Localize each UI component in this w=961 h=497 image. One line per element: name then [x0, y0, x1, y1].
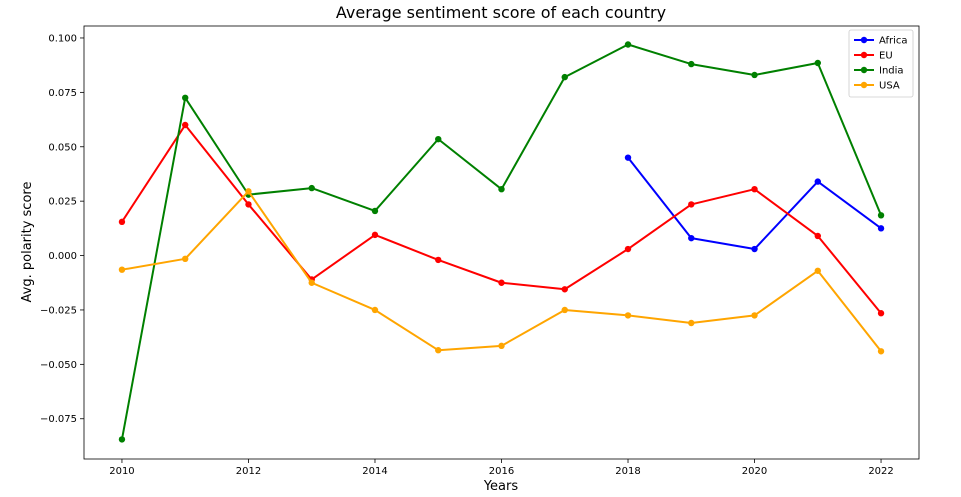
data-point-india — [751, 71, 758, 79]
y-tick-label: 0.000 — [48, 251, 77, 262]
data-point-usa — [814, 267, 821, 274]
data-point-eu — [624, 245, 632, 253]
legend-marker-eu — [860, 51, 868, 59]
data-point-india — [118, 436, 126, 443]
legend-item-eu: EU — [854, 51, 893, 62]
legend-item-india: India — [854, 66, 904, 77]
data-point-usa — [118, 266, 126, 273]
legend-item-usa: USA — [854, 81, 900, 92]
legend-label-usa: USA — [879, 81, 900, 92]
data-point-eu — [877, 310, 885, 317]
data-point-india — [561, 73, 568, 81]
data-point-africa — [814, 178, 821, 185]
data-point-eu — [118, 218, 126, 226]
y-tick-label: −0.075 — [40, 414, 77, 425]
data-point-africa — [624, 154, 632, 161]
legend-marker-africa — [860, 36, 868, 44]
data-point-usa — [435, 347, 442, 354]
data-point-india — [435, 135, 442, 143]
series-line-india — [120, 43, 882, 440]
x-tick-label: 2016 — [489, 466, 514, 477]
series-usa — [118, 188, 885, 355]
data-point-usa — [751, 312, 758, 319]
legend-label-eu: EU — [879, 51, 893, 62]
plot-frame — [83, 25, 920, 460]
data-point-india — [371, 207, 379, 215]
data-point-india — [814, 59, 821, 67]
legend-label-india: India — [879, 66, 904, 77]
data-point-africa — [688, 234, 695, 242]
y-tick-label: −0.050 — [40, 360, 77, 371]
x-tick-label: 2012 — [236, 466, 261, 477]
x-tick-label: 2014 — [362, 466, 387, 477]
data-point-india — [498, 185, 505, 193]
series-line-usa — [121, 190, 882, 352]
series-eu — [118, 121, 885, 317]
data-point-india — [308, 184, 315, 192]
data-point-india — [624, 41, 632, 48]
data-point-usa — [877, 348, 885, 355]
y-tick-label: 0.075 — [48, 88, 77, 99]
data-point-india — [182, 94, 189, 102]
legend-item-africa: Africa — [854, 36, 908, 47]
data-point-africa — [751, 245, 758, 253]
y-tick-label: 0.025 — [48, 197, 77, 208]
data-point-usa — [371, 306, 379, 314]
legend: Africa EU India USA — [848, 29, 914, 98]
y-tick-label: −0.025 — [40, 305, 77, 316]
chart-title: Average sentiment score of each country — [336, 3, 666, 22]
data-point-eu — [561, 286, 568, 293]
x-tick-label: 2022 — [868, 466, 893, 477]
x-tick-label: 2010 — [109, 466, 134, 477]
legend-label-africa: Africa — [879, 36, 908, 47]
data-point-eu — [371, 231, 379, 239]
series-layer — [118, 41, 885, 443]
y-tick-label: 0.100 — [48, 33, 77, 44]
data-point-eu — [435, 256, 442, 264]
x-tick-label: 2020 — [742, 466, 767, 477]
data-point-eu — [182, 121, 189, 129]
x-tick-label: 2018 — [615, 466, 640, 477]
data-point-eu — [751, 185, 758, 193]
data-point-usa — [245, 188, 252, 195]
plot-area — [83, 25, 920, 460]
x-axis-label: Years — [483, 479, 519, 494]
data-point-eu — [498, 279, 505, 286]
data-point-africa — [877, 225, 885, 232]
data-point-eu — [814, 232, 821, 240]
data-point-usa — [561, 306, 568, 314]
data-point-eu — [245, 201, 252, 208]
y-axis: −0.075 −0.050 −0.025 0.000 0.025 0.050 0.075 0.… — [40, 33, 84, 425]
data-point-eu — [688, 201, 695, 208]
data-point-usa — [624, 312, 632, 319]
x-axis: 2010 2012 2014 2016 2018 2020 2022 — [109, 459, 894, 477]
series-line-africa — [627, 157, 882, 251]
y-tick-label: 0.050 — [48, 142, 77, 153]
data-point-usa — [498, 342, 505, 350]
data-point-india — [688, 60, 695, 68]
data-point-india — [877, 212, 885, 219]
y-axis-label: Avg. polarity score — [20, 182, 35, 303]
legend-marker-india — [860, 66, 868, 74]
data-point-usa — [182, 255, 189, 263]
data-point-usa — [308, 279, 315, 286]
legend-marker-usa — [860, 81, 868, 89]
legend-box — [848, 29, 914, 98]
series-india — [118, 41, 885, 443]
series-africa — [624, 154, 885, 253]
data-point-usa — [688, 319, 695, 327]
